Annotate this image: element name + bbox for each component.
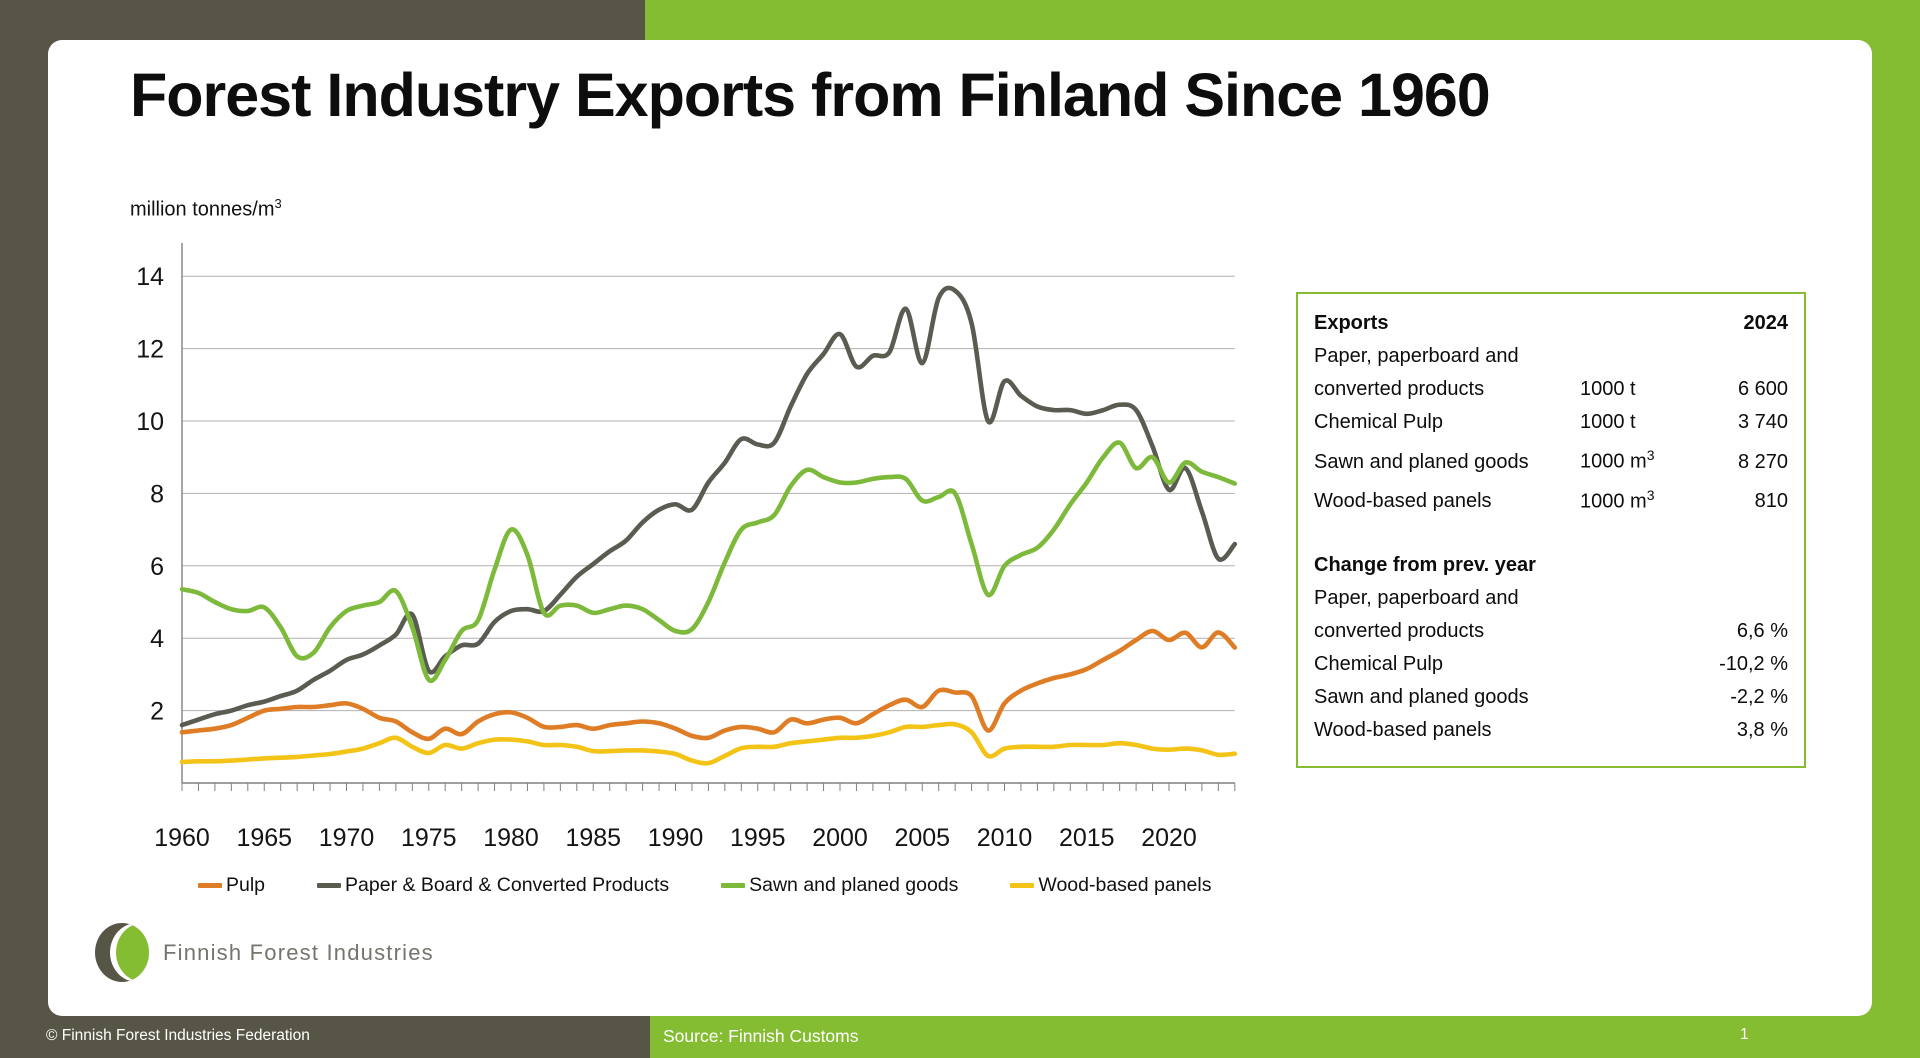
series-line-paper-board-converted-products bbox=[179, 285, 1238, 728]
row-label: Chemical Pulp bbox=[1314, 406, 1580, 439]
y-tick-label: 6 bbox=[150, 553, 164, 581]
legend-label: Pulp bbox=[226, 874, 266, 896]
footer-copyright: © Finnish Forest Industries Federation bbox=[46, 1027, 310, 1044]
page-number: 1 bbox=[1740, 1026, 1749, 1043]
x-tick-label: 1970 bbox=[319, 824, 375, 852]
legend-item: Wood-based panels bbox=[1010, 874, 1211, 897]
row-label-line: Paper, paperboard and bbox=[1314, 345, 1519, 367]
row-label-line: converted products bbox=[1314, 620, 1485, 643]
row-unit: 1000 t bbox=[1580, 411, 1636, 433]
y-tick-label: 8 bbox=[150, 480, 164, 508]
y-tick-label: 14 bbox=[136, 263, 164, 291]
logo-mark-icon bbox=[95, 923, 149, 982]
row-label-line: Sawn and planed goods bbox=[1314, 450, 1529, 473]
chart-svg: 2 4 6 8 10 12 14 1960 1965 1970 1975 1980 1985 1990 19… bbox=[136, 243, 1238, 852]
x-tick-label: 2010 bbox=[977, 824, 1033, 852]
legend-swatch bbox=[198, 883, 222, 888]
row-value: 810 bbox=[1754, 490, 1788, 513]
slide-card: Forest Industry Exports from Finland Sin… bbox=[48, 40, 1872, 1016]
row-value: -10,2 % bbox=[1719, 653, 1788, 676]
row-label: Sawn and planed goods bbox=[1314, 681, 1678, 714]
row-label: Paper, paperboard and converted products bbox=[1314, 582, 1678, 648]
table-row: Chemical Pulp 1000 t 3 740 bbox=[1314, 406, 1788, 439]
y-tick-label: 2 bbox=[150, 698, 164, 726]
x-tick-label: 1995 bbox=[730, 824, 786, 852]
x-tick-label: 1990 bbox=[648, 824, 704, 852]
row-unit: 1000 m3 bbox=[1580, 447, 1655, 473]
change-header-row: Change from prev. year bbox=[1314, 549, 1788, 582]
row-label-line: Chemical Pulp bbox=[1314, 411, 1443, 433]
unit-superscript: 3 bbox=[1646, 447, 1655, 463]
table-row: Paper, paperboard and converted products 1… bbox=[1314, 340, 1788, 406]
chart-legend: Pulp Paper & Board & Converted Products Sa… bbox=[198, 874, 1211, 897]
x-tick-label: 2015 bbox=[1059, 824, 1115, 852]
row-label: Sawn and planed goods bbox=[1314, 446, 1580, 479]
table-header-label: Exports bbox=[1314, 312, 1389, 334]
row-label-line: Paper, paperboard and bbox=[1314, 587, 1519, 610]
row-label-line: Wood-based panels bbox=[1314, 719, 1492, 742]
row-unit: 1000 m3 bbox=[1580, 486, 1655, 513]
x-tick-label: 1965 bbox=[236, 824, 292, 852]
row-value: -2,2 % bbox=[1730, 686, 1788, 709]
row-label-line: Wood-based panels bbox=[1314, 490, 1492, 513]
table-header-row: Exports 2024 bbox=[1314, 307, 1788, 340]
x-tick-label: 1980 bbox=[483, 824, 539, 852]
row-value: 6,6 % bbox=[1736, 620, 1788, 643]
page-title: Forest Industry Exports from Finland Sin… bbox=[130, 61, 1491, 129]
y-axis-unit-label: million tonnes/m3 bbox=[130, 196, 282, 221]
change-header-label: Change from prev. year bbox=[1314, 554, 1536, 577]
footer-source: Source: Finnish Customs bbox=[663, 1025, 859, 1046]
x-tick-label: 1985 bbox=[565, 824, 621, 852]
row-label: Chemical Pulp bbox=[1314, 648, 1678, 681]
y-tick-label: 4 bbox=[150, 625, 164, 653]
table-row: Wood-based panels 1000 m3 810 bbox=[1314, 479, 1788, 519]
logo-text: Finnish Forest Industries bbox=[163, 939, 434, 965]
line-chart: 2 4 6 8 10 12 14 1960 1965 1970 1975 1980 1985 1990 19… bbox=[50, 240, 1260, 870]
legend-swatch bbox=[317, 883, 342, 888]
change-row: Wood-based panels 3,8 % bbox=[1314, 714, 1788, 747]
change-row: Chemical Pulp -10,2 % bbox=[1314, 648, 1788, 681]
table-spacer bbox=[1314, 518, 1788, 549]
row-label-line: Chemical Pulp bbox=[1314, 653, 1443, 676]
x-tick-label: 2005 bbox=[894, 824, 950, 852]
series-line-pulp bbox=[179, 628, 1238, 742]
row-label-line: converted products bbox=[1314, 378, 1485, 400]
x-tick-label: 2000 bbox=[812, 824, 868, 852]
row-label: Paper, paperboard and converted products bbox=[1314, 340, 1580, 406]
row-unit: 1000 t bbox=[1580, 378, 1636, 400]
legend-item: Sawn and planed goods bbox=[721, 874, 958, 897]
legend-item: Pulp bbox=[198, 874, 265, 897]
y-tick-label: 12 bbox=[136, 336, 164, 364]
row-label-line: Sawn and planed goods bbox=[1314, 686, 1529, 709]
legend-label: Wood-based panels bbox=[1038, 874, 1212, 896]
series-line-wood-based-panels bbox=[179, 721, 1238, 766]
series-line-sawn-and-planed-goods bbox=[179, 440, 1238, 684]
legend-label: Sawn and planed goods bbox=[749, 874, 959, 896]
change-row: Sawn and planed goods -2,2 % bbox=[1314, 681, 1788, 714]
row-value: 3 740 bbox=[1737, 411, 1788, 433]
legend-swatch bbox=[721, 883, 746, 888]
legend-item: Paper & Board & Converted Products bbox=[317, 874, 669, 897]
row-label: Wood-based panels bbox=[1314, 714, 1678, 747]
x-tick-label: 1960 bbox=[154, 824, 210, 852]
row-value: 3,8 % bbox=[1736, 719, 1788, 742]
row-value: 8 270 bbox=[1737, 450, 1788, 473]
unit-superscript: 3 bbox=[274, 196, 282, 211]
x-tick-label: 2020 bbox=[1141, 824, 1197, 852]
row-value: 6 600 bbox=[1737, 378, 1788, 400]
company-logo: Finnish Forest Industries bbox=[95, 923, 434, 982]
legend-swatch bbox=[1010, 883, 1035, 888]
exports-table: Exports 2024 Paper, paperboard and converte… bbox=[1296, 292, 1806, 768]
table-row: Sawn and planed goods 1000 m3 8 270 bbox=[1314, 439, 1788, 479]
change-row: Paper, paperboard and converted products 6… bbox=[1314, 582, 1788, 648]
y-tick-label: 10 bbox=[136, 408, 164, 436]
legend-label: Paper & Board & Converted Products bbox=[345, 874, 670, 896]
row-label: Wood-based panels bbox=[1314, 485, 1580, 518]
x-tick-label: 1975 bbox=[401, 824, 457, 852]
table-header-year: 2024 bbox=[1743, 312, 1789, 334]
unit-superscript: 3 bbox=[1646, 486, 1655, 503]
